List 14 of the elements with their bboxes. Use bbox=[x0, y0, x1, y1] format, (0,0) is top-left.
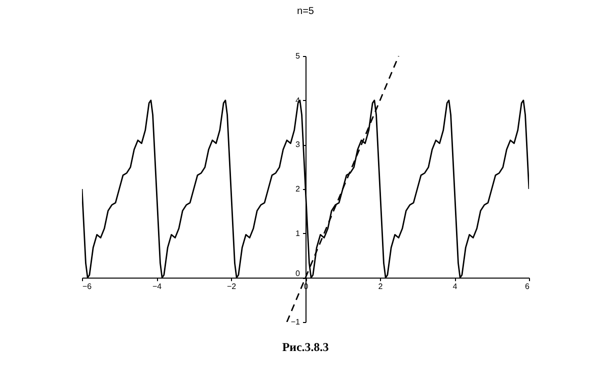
y-tick-label: −1 bbox=[290, 318, 301, 326]
y-tick-label: 2 bbox=[296, 184, 301, 194]
x-tick-label: −2 bbox=[226, 282, 237, 292]
x-tick-label: −4 bbox=[152, 282, 162, 292]
y-tick-label: 3 bbox=[296, 140, 301, 150]
x-tick-label: 2 bbox=[378, 282, 384, 292]
x-tick-label: −6 bbox=[82, 282, 92, 292]
chart-title: n=5 bbox=[297, 6, 314, 17]
y-tick-label: 5 bbox=[296, 52, 301, 60]
y-tick-label: 0 bbox=[296, 269, 301, 278]
x-tick-label: 4 bbox=[452, 282, 458, 292]
x-tick-label: 6 bbox=[525, 282, 530, 292]
y-tick-label: 1 bbox=[296, 228, 301, 238]
text: Рис.3.8.3 bbox=[281, 340, 330, 355]
